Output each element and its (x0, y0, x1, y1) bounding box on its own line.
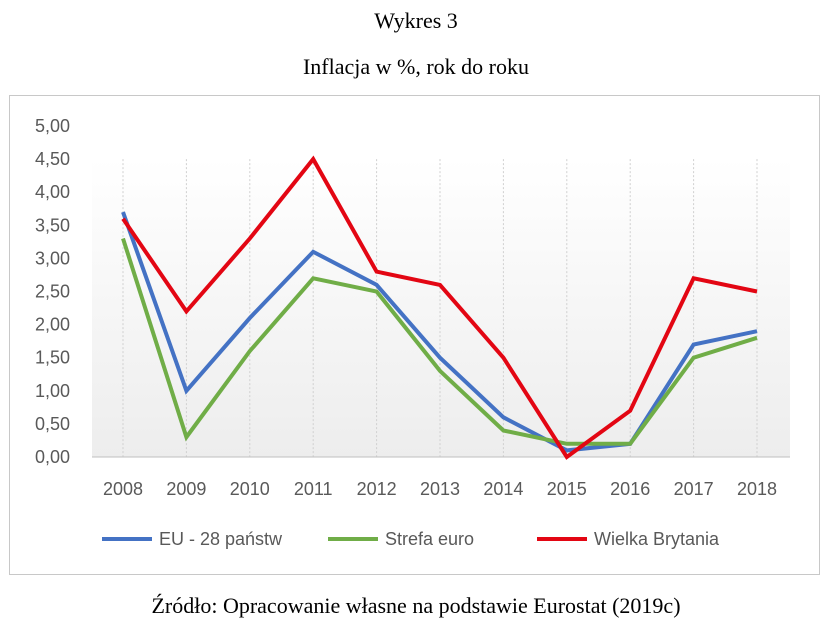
x-tick-label: 2008 (103, 479, 143, 499)
y-tick-label: 3,00 (35, 248, 70, 268)
inflation-line-chart: 0,00 0,50 1,00 1,50 2,00 2,50 3,00 3,50 4,00 4,50… (35, 116, 790, 549)
figure-number: Wykres 3 (374, 8, 458, 33)
series-line-2 (121, 155, 758, 460)
y-tick-label: 2,00 (35, 315, 70, 335)
x-tick-label: 2013 (420, 479, 460, 499)
y-tick-label: 4,00 (35, 182, 70, 202)
y-tick-label: 5,00 (35, 116, 70, 136)
y-tick-label: 1,50 (35, 348, 70, 368)
y-tick-label: 2,50 (35, 282, 70, 302)
y-tick-label: 0,00 (35, 447, 70, 467)
x-tick-label: 2012 (357, 479, 397, 499)
x-tick-label: 2014 (483, 479, 523, 499)
x-tick-label: 2017 (674, 479, 714, 499)
x-tick-label: 2010 (230, 479, 270, 499)
chart-frame: 0,00 0,50 1,00 1,50 2,00 2,50 3,00 3,50 4,00 4,50… (9, 95, 820, 575)
x-axis: 2008 2009 2010 2011 2012 2013 2014 2015 2016 2017… (92, 456, 790, 499)
series-line-1 (121, 237, 758, 446)
x-tick-label: 2015 (547, 479, 587, 499)
legend-label-1: Strefa euro (385, 529, 474, 549)
chart-title: Inflacja w %, rok do roku (302, 54, 530, 79)
y-axis: 0,00 0,50 1,00 1,50 2,00 2,50 3,00 3,50 4,00 4,50… (35, 116, 70, 467)
source-note: Źródło: Opracowanie własne na podstawie … (151, 593, 681, 618)
legend-label-0: EU - 28 państw (159, 529, 283, 549)
legend-label-2: Wielka Brytania (594, 529, 720, 549)
series-lines (121, 155, 758, 460)
plot-area (92, 158, 790, 457)
y-tick-label: 1,00 (35, 381, 70, 401)
series-line-0 (121, 211, 758, 453)
x-tick-label: 2011 (294, 479, 333, 499)
gridlines (122, 159, 758, 457)
y-tick-label: 3,50 (35, 215, 70, 235)
y-tick-label: 0,50 (35, 414, 70, 434)
x-tick-label: 2009 (166, 479, 206, 499)
legend: EU - 28 państw Strefa euro Wielka Brytania (102, 529, 720, 549)
y-tick-label: 4,50 (35, 149, 70, 169)
x-tick-label: 2016 (610, 479, 650, 499)
x-tick-label: 2018 (737, 479, 777, 499)
